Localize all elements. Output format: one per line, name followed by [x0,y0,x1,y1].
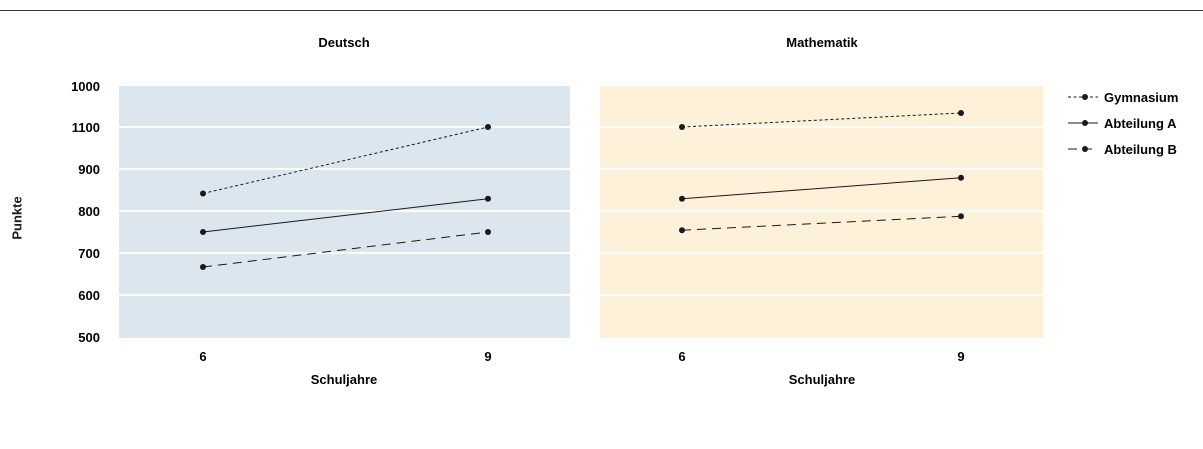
legend-marker [1082,120,1088,126]
data-point [485,124,491,130]
series-line-abteilung-a [681,177,962,200]
data-point [485,229,491,235]
y-tick-label: 800 [78,204,100,219]
data-point [679,124,685,130]
legend-label: Abteilung A [1104,116,1177,131]
x-axis-title-deutsch: Schuljahre [311,372,377,387]
data-point [679,227,685,234]
y-axis-title: Punkte [9,196,25,240]
panel-title-deutsch: Deutsch [318,35,369,50]
y-tick-label: 900 [78,162,100,177]
data-point [200,264,206,270]
x-tick-label: 9 [957,349,964,364]
legend-label: Abteilung B [1104,142,1177,157]
y-tick-label: 500 [78,330,100,345]
series-line-abteilung-a [202,198,489,233]
data-point [200,190,206,197]
data-point [679,195,685,202]
data-point [958,110,964,116]
panel-title-mathematik: Mathematik [786,35,858,50]
data-point [958,213,964,220]
y-tick-label: 1000 [71,79,100,94]
legend-marker [1082,146,1088,152]
y-tick-label: 1100 [72,120,100,135]
x-axis-title-mathematik: Schuljahre [789,372,855,387]
x-tick-label: 6 [199,349,206,364]
data-point [958,174,964,181]
x-tick-label: 6 [678,349,685,364]
data-point [485,195,491,202]
top-rule [0,10,1203,11]
x-tick-label: 9 [484,349,491,364]
y-tick-label: 700 [78,246,100,261]
series-line-gymnasium [681,112,962,128]
series-line-abteilung-b [202,231,489,268]
series-line-abteilung-b [681,215,962,231]
series-line-gymnasium [202,126,489,194]
legend-marker [1082,94,1088,100]
y-tick-label: 600 [78,288,100,303]
data-point [200,229,206,235]
legend-label: Gymnasium [1104,90,1178,105]
